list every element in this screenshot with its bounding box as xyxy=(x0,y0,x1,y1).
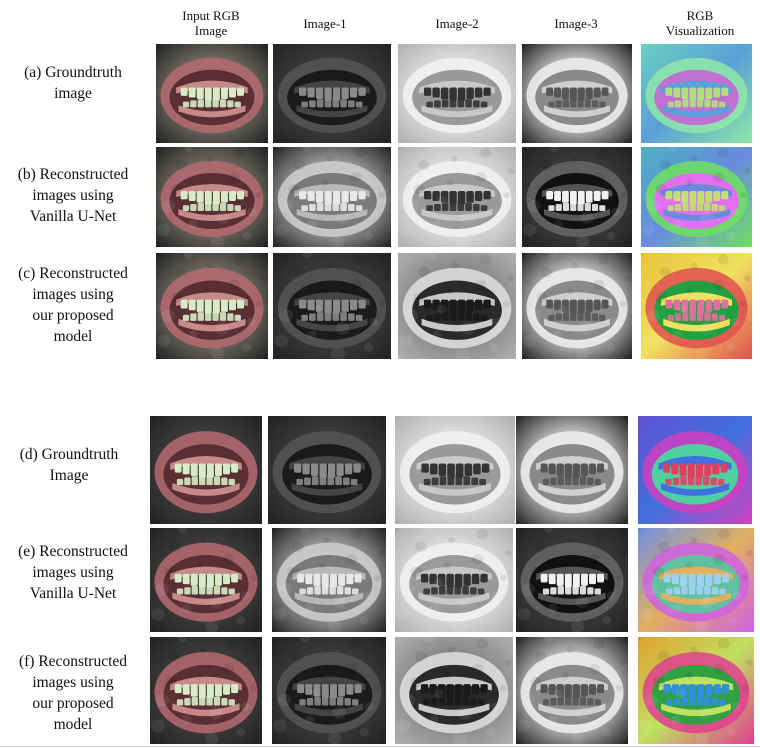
image-cell-r2-false-color xyxy=(641,147,752,247)
dental-image xyxy=(156,253,268,359)
dental-image xyxy=(398,44,516,143)
image-cell-r6-rgb-input xyxy=(150,637,262,744)
dental-image xyxy=(273,44,391,143)
row-label-c: (c) Reconstructed images using our propo… xyxy=(18,265,128,345)
dental-image xyxy=(395,416,515,524)
dental-image xyxy=(638,416,752,524)
image-cell-r6-gray-inverse xyxy=(395,637,513,744)
image-cell-r5-false-color xyxy=(638,528,754,632)
header-rgb-visualization: RGB Visualization xyxy=(665,8,735,38)
dental-image xyxy=(150,528,262,632)
dental-image xyxy=(273,147,391,247)
image-cell-r1-false-color xyxy=(641,44,752,143)
dental-image xyxy=(522,44,632,143)
image-cell-r3-false-color xyxy=(641,253,752,359)
image-cell-r3-gray xyxy=(273,253,391,359)
image-cell-r1-rgb-input xyxy=(156,44,268,143)
row-label-a: (a) Groundtruth image xyxy=(24,64,122,102)
dental-image xyxy=(150,637,262,744)
dental-image xyxy=(522,147,632,247)
image-cell-r2-gray-dark xyxy=(522,147,632,247)
dental-image xyxy=(516,528,628,632)
image-cell-r2-gray-inverse xyxy=(398,147,516,247)
dental-image xyxy=(522,253,632,359)
dental-image xyxy=(398,253,516,359)
dental-image xyxy=(638,528,754,632)
dental-image xyxy=(272,528,386,632)
image-cell-r4-gray xyxy=(268,416,386,524)
dental-image xyxy=(395,637,513,744)
image-cell-r4-gray-dark xyxy=(516,416,628,524)
dental-image xyxy=(268,416,386,524)
image-cell-r3-gray-dark xyxy=(522,253,632,359)
image-cell-r5-gray-inverse xyxy=(395,528,513,632)
row-label-d: (d) Groundtruth Image xyxy=(19,446,119,484)
image-cell-r5-gray-dark xyxy=(516,528,628,632)
image-cell-r6-gray-dark xyxy=(516,637,628,744)
row-label-e: (e) Reconstructed images using Vanilla U… xyxy=(18,543,128,602)
dental-image xyxy=(641,44,752,143)
header-image-3: Image-3 xyxy=(554,16,598,31)
row-label-f: (f) Reconstructed images using our propo… xyxy=(18,653,128,733)
dental-image xyxy=(272,637,386,744)
dental-image xyxy=(156,44,268,143)
image-cell-r3-rgb-input xyxy=(156,253,268,359)
header-image-2: Image-2 xyxy=(435,16,479,31)
image-cell-r6-gray xyxy=(272,637,386,744)
dental-image xyxy=(638,637,754,744)
dental-image xyxy=(150,416,262,524)
image-cell-r5-rgb-input xyxy=(150,528,262,632)
image-cell-r1-gray-dark xyxy=(522,44,632,143)
image-cell-r5-gray xyxy=(272,528,386,632)
image-cell-r2-rgb-input xyxy=(156,147,268,247)
image-cell-r6-false-color xyxy=(638,637,754,744)
dental-image xyxy=(273,253,391,359)
dental-image xyxy=(156,147,268,247)
image-cell-r4-gray-inverse xyxy=(395,416,515,524)
dental-image xyxy=(395,528,513,632)
image-cell-r4-rgb-input xyxy=(150,416,262,524)
image-cell-r1-gray-inverse xyxy=(398,44,516,143)
image-cell-r3-gray-inverse xyxy=(398,253,516,359)
header-input-rgb: Input RGB Image xyxy=(182,8,240,38)
dental-image xyxy=(516,416,628,524)
dental-image xyxy=(398,147,516,247)
dental-image xyxy=(641,253,752,359)
dental-image xyxy=(641,147,752,247)
dental-image xyxy=(516,637,628,744)
image-cell-r1-gray xyxy=(273,44,391,143)
row-label-b: (b) Reconstructed images using Vanilla U… xyxy=(17,166,129,225)
header-image-1: Image-1 xyxy=(303,16,347,31)
image-cell-r2-gray xyxy=(273,147,391,247)
image-cell-r4-false-color xyxy=(638,416,752,524)
bottom-divider xyxy=(0,746,760,747)
